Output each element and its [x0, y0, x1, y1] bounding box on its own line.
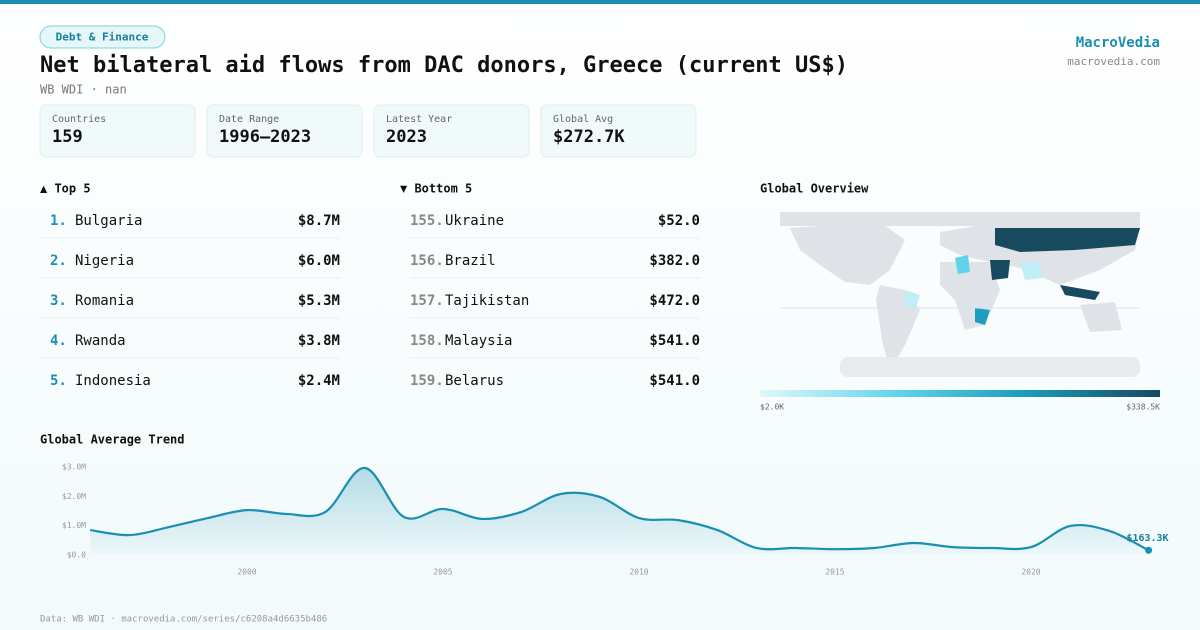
stat-card [540, 104, 697, 158]
color-bar [760, 390, 1160, 397]
trend-line [90, 466, 1150, 552]
trend-chart: $0.0 $1.0M $2.0M $3.0M 2000 2005 2010 2015 2020 $… [62, 463, 1169, 577]
rank: 156. [410, 253, 444, 269]
y-tick-label: $0.0 [67, 551, 86, 560]
country: Nigeria [75, 253, 134, 269]
tag: Debt & Finance [56, 31, 149, 44]
stat-value: 2023 [386, 127, 427, 147]
country: Indonesia [75, 373, 151, 389]
country: Brazil [445, 253, 496, 269]
amount: $541.0 [649, 333, 700, 349]
rank: 3. [50, 293, 67, 309]
country: Bulgaria [75, 213, 142, 229]
rank: 158. [410, 333, 444, 349]
country: Romania [75, 293, 134, 309]
country: Malaysia [445, 333, 512, 349]
tag-pill [39, 25, 166, 49]
top-title: ▲ Top 5 [40, 182, 91, 196]
trend-area [90, 467, 1149, 556]
x-tick-label: 2000 [237, 568, 256, 577]
stat-label: Global Avg [553, 114, 613, 125]
amount: $382.0 [649, 253, 700, 269]
bottom-title: ▼ Bottom 5 [400, 182, 472, 196]
x-tick-label: 2015 [825, 568, 844, 577]
stat-label: Countries [52, 114, 106, 125]
y-tick-label: $1.0M [62, 521, 86, 530]
lists: 1. Bulgaria $8.7M 2. Nigeria $6.0M 3. Romania $5… [40, 213, 700, 389]
amount: $8.7M [298, 213, 340, 229]
country: Ukraine [445, 213, 504, 229]
stat-card [373, 104, 530, 158]
rank: 157. [410, 293, 444, 309]
x-tick-label: 2005 [433, 568, 452, 577]
amount: $2.4M [298, 373, 340, 389]
rank: 155. [410, 213, 444, 229]
y-tick-label: $3.0M [62, 463, 86, 472]
stat-card [206, 104, 363, 158]
amount: $6.0M [298, 253, 340, 269]
brand: MacroVedia [1076, 35, 1160, 51]
stats: Countries 159 Date Range 1996–2023 Latest Ye… [39, 104, 697, 158]
country: Belarus [445, 373, 504, 389]
top-bar [0, 0, 1200, 4]
amount: $5.3M [298, 293, 340, 309]
amount: $541.0 [649, 373, 700, 389]
last-label: $163.3K [1126, 533, 1168, 544]
x-tick-label: 2020 [1021, 568, 1040, 577]
map-title: Global Overview [760, 182, 869, 196]
amount: $472.0 [649, 293, 700, 309]
country: Rwanda [75, 333, 126, 349]
stat-label: Latest Year [386, 114, 452, 125]
last-point [1145, 546, 1153, 554]
stat-value: 1996–2023 [219, 127, 311, 147]
rank: 159. [410, 373, 444, 389]
rank: 1. [50, 213, 67, 229]
x-tick-label: 2010 [629, 568, 648, 577]
y-tick-label: $2.0M [62, 492, 86, 501]
stat-value: 159 [52, 127, 83, 147]
title: Net bilateral aid flows from DAC donors,… [40, 53, 848, 78]
rank: 2. [50, 253, 67, 269]
legend-min: $2.0K [760, 403, 784, 412]
rank: 4. [50, 333, 67, 349]
amount: $52.0 [658, 213, 700, 229]
stat-card [39, 104, 196, 158]
footer: Data: WB WDI · macrovedia.com/series/c62… [40, 615, 327, 625]
world-map [780, 212, 1140, 377]
legend-max: $338.5K [1126, 403, 1160, 412]
amount: $3.8M [298, 333, 340, 349]
country: Tajikistan [445, 293, 529, 309]
subtitle: WB WDI · nan [40, 83, 127, 97]
stat-label: Date Range [219, 114, 279, 125]
site: macrovedia.com [1067, 55, 1160, 68]
chart-title: Global Average Trend [40, 433, 185, 447]
rank: 5. [50, 373, 67, 389]
stat-value: $272.7K [553, 127, 625, 147]
